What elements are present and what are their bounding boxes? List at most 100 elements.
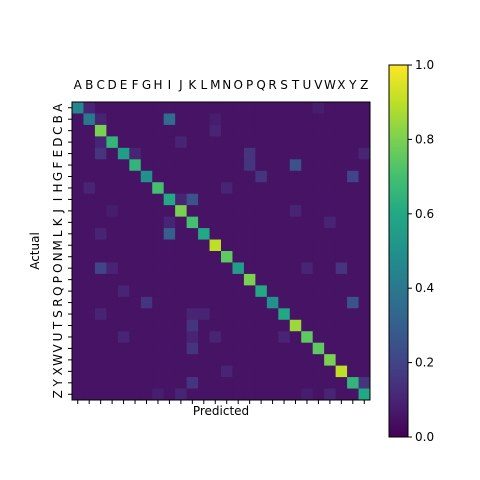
heatmap-cell-I-K [186, 193, 199, 206]
heatmap-cell-R-D [106, 296, 119, 309]
heatmap-cell-X-L [198, 365, 210, 378]
heatmap-cell-V-J [175, 342, 188, 355]
heatmap-cell-W-D [106, 354, 119, 367]
heatmap-cell-T-M [209, 319, 222, 332]
heatmap-cell-T-N [221, 319, 233, 332]
heatmap-cell-Z-T [289, 388, 302, 401]
y-tick-label-Q: Q [51, 286, 65, 295]
heatmap-cell-Y-Q [255, 377, 268, 389]
heatmap-cell-O-W [324, 262, 337, 275]
heatmap-cell-O-O [232, 262, 245, 275]
heatmap-cell-M-G [140, 239, 153, 252]
heatmap-cell-A-V [312, 102, 325, 114]
heatmap-cell-T-W [324, 319, 337, 332]
heatmap-cell-Q-O [232, 285, 245, 298]
x-tick-label-L: L [200, 78, 207, 92]
heatmap-cell-X-U [301, 365, 314, 378]
y-tick-label-G: G [51, 172, 65, 181]
heatmap-cell-O-X [335, 262, 348, 275]
heatmap-cell-S-M [209, 308, 222, 321]
heatmap-cell-F-S [278, 159, 291, 172]
heatmap-cell-G-F [129, 170, 142, 183]
heatmap-cell-Q-Q [255, 285, 268, 298]
heatmap-cell-K-T [289, 216, 302, 229]
heatmap-cell-Z-W [324, 388, 337, 401]
heatmap-cell-D-K [186, 136, 199, 149]
heatmap-cell-F-D [106, 159, 119, 172]
heatmap-cell-C-K [186, 124, 199, 137]
heatmap-cell-I-T [289, 193, 302, 206]
x-tick-label-C: C [96, 78, 104, 92]
heatmap-cell-B-O [232, 113, 245, 126]
heatmap-cell-I-U [301, 193, 314, 206]
colorbar-tick-label-0.6: 0.6 [415, 207, 434, 221]
heatmap-cell-N-Z [358, 251, 371, 263]
y-tick-label-M: M [51, 240, 65, 250]
x-tick-label-B: B [85, 78, 93, 92]
heatmap-cell-V-Q [255, 342, 268, 355]
y-tick-label-E: E [51, 150, 65, 158]
x-tick-label-M: M [210, 78, 220, 92]
heatmap-cell-A-E [117, 102, 130, 114]
heatmap-cell-U-K [186, 331, 199, 344]
heatmap-cell-Y-V [312, 377, 325, 389]
heatmap-cell-Y-Y [347, 377, 359, 389]
heatmap-cell-B-X [335, 113, 348, 126]
heatmap-cell-T-B [83, 319, 96, 332]
heatmap-cell-D-Q [255, 136, 268, 149]
heatmap-cell-U-A [72, 331, 84, 344]
heatmap-cell-M-M [209, 239, 222, 252]
heatmap-cell-D-U [301, 136, 314, 149]
heatmap-cell-U-H [152, 331, 165, 344]
heatmap-cell-J-I [163, 205, 176, 218]
heatmap-cell-L-Q [255, 228, 268, 240]
heatmap-cell-S-T [289, 308, 302, 321]
heatmap-cell-S-S [278, 308, 291, 321]
heatmap-cell-Y-P [243, 377, 256, 389]
heatmap-cell-E-R [266, 147, 279, 160]
heatmap-cell-D-Z [358, 136, 371, 149]
heatmap-cell-Q-W [324, 285, 337, 298]
heatmap-cell-R-R [266, 296, 279, 309]
heatmap-cell-X-W [324, 365, 337, 378]
heatmap-cell-Q-Y [347, 285, 359, 298]
heatmap-cell-I-W [324, 193, 337, 206]
heatmap-cell-Y-M [209, 377, 222, 389]
heatmap-cell-R-B [83, 296, 96, 309]
heatmap-cell-D-D [106, 136, 119, 149]
heatmap-cell-W-H [152, 354, 165, 367]
heatmap-cell-T-X [335, 319, 348, 332]
heatmap-cell-S-Q [255, 308, 268, 321]
heatmap-cell-J-B [83, 205, 96, 218]
heatmap-cell-C-W [324, 124, 337, 137]
heatmap-cell-W-W [324, 354, 337, 367]
heatmap-cell-N-N [221, 251, 233, 263]
heatmap-cell-Q-V [312, 285, 325, 298]
heatmap-cell-E-W [324, 147, 337, 160]
y-tick-label-K: K [51, 217, 65, 226]
heatmap-cell-Y-F [129, 377, 142, 389]
colorbar-tick-label-0.2: 0.2 [415, 356, 434, 370]
heatmap-cell-L-X [335, 228, 348, 240]
heatmap-cell-Z-B [83, 388, 96, 401]
heatmap-cell-N-M [209, 251, 222, 263]
heatmap-cell-E-I [163, 147, 176, 160]
heatmap-cell-Q-I [163, 285, 176, 298]
heatmap-cell-I-L [198, 193, 210, 206]
heatmap-cell-B-P [243, 113, 256, 126]
y-tick-label-X: X [51, 367, 65, 375]
heatmap-cell-D-M [209, 136, 222, 149]
heatmap-cell-K-L [198, 216, 210, 229]
heatmap-cell-C-E [117, 124, 130, 137]
heatmap-cell-X-R [266, 365, 279, 378]
heatmap-cell-T-J [175, 319, 188, 332]
heatmap-cell-A-M [209, 102, 222, 114]
y-tick-label-T: T [51, 321, 65, 330]
y-tick-label-I: I [51, 198, 65, 202]
heatmap-cell-J-G [140, 205, 153, 218]
heatmap-cell-L-I [163, 228, 176, 240]
heatmap-cell-G-O [232, 170, 245, 183]
heatmap-cell-R-E [117, 296, 130, 309]
heatmap-cell-R-G [140, 296, 153, 309]
heatmap-cell-T-F [129, 319, 142, 332]
